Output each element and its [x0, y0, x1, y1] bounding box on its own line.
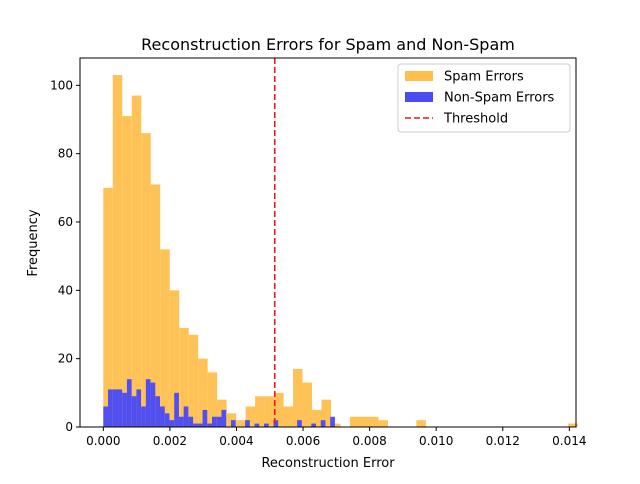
- histogram-bar: [378, 420, 388, 427]
- histogram-bar: [193, 423, 198, 427]
- histogram-bar: [216, 416, 222, 427]
- histogram-bar: [283, 406, 294, 427]
- histogram-bar: [330, 416, 335, 427]
- histogram-bar: [311, 423, 317, 427]
- y-tick-label: 20: [58, 352, 73, 366]
- y-tick-label: 0: [65, 420, 73, 434]
- histogram-bar: [108, 389, 113, 427]
- legend-non-spam-swatch: [405, 92, 433, 102]
- histogram-bar: [131, 396, 137, 427]
- histogram-bar: [141, 406, 146, 427]
- histogram-bar: [197, 423, 203, 427]
- x-tick-label: 0.006: [286, 434, 320, 448]
- histogram-bar: [349, 416, 360, 427]
- y-tick-label: 80: [58, 147, 73, 161]
- histogram-bar: [155, 396, 161, 427]
- histogram-bar: [103, 187, 113, 427]
- histogram-bar: [122, 392, 127, 427]
- histogram-bar: [198, 358, 208, 427]
- histogram-bar: [141, 133, 151, 427]
- x-tick-label: 0.010: [419, 434, 453, 448]
- chart-title: Reconstruction Errors for Spam and Non-S…: [141, 35, 515, 54]
- histogram-bar: [126, 379, 132, 427]
- histogram-bar: [169, 420, 175, 427]
- x-axis-label: Reconstruction Error: [261, 456, 395, 471]
- histogram-bar: [150, 184, 161, 427]
- x-tick-label: 0.002: [153, 434, 187, 448]
- histogram-bar: [212, 416, 217, 427]
- histogram-bar: [255, 396, 265, 427]
- histogram-bar: [321, 399, 331, 427]
- histogram-bar: [230, 420, 236, 427]
- histogram-bar: [245, 420, 250, 427]
- histogram-bar: [416, 420, 426, 427]
- histogram-bar: [273, 420, 279, 427]
- histogram-bar: [202, 409, 208, 427]
- histogram-bar: [164, 413, 170, 427]
- histogram-bar: [112, 75, 123, 427]
- histogram-bar: [160, 406, 165, 427]
- legend-non-spam-label: Non-Spam Errors: [444, 91, 555, 106]
- x-tick-label: 0.004: [219, 434, 253, 448]
- histogram-bar: [293, 368, 303, 427]
- histogram-bar: [145, 379, 151, 427]
- legend-spam-label: Spam Errors: [444, 70, 524, 85]
- axes-frame: [79, 57, 577, 428]
- histogram-bar: [568, 423, 578, 427]
- histogram-bar: [183, 406, 189, 427]
- x-tick-label: 0.000: [86, 434, 120, 448]
- legend: Spam Errors Non-Spam Errors Threshold: [397, 63, 571, 133]
- histogram-bar: [245, 406, 256, 427]
- series-non-spam: [103, 379, 335, 427]
- histogram-bar: [179, 327, 189, 427]
- histogram-bar: [169, 290, 180, 427]
- histogram-bar: [174, 392, 179, 427]
- histogram-bar: [188, 334, 199, 427]
- histogram-bar: [302, 382, 313, 427]
- y-tick-label: 40: [58, 283, 73, 297]
- histogram-bar: [207, 423, 213, 427]
- histogram-bar: [136, 389, 142, 427]
- histogram-bar: [312, 409, 322, 427]
- y-tick-label: 60: [58, 215, 73, 229]
- histogram-bar: [297, 420, 302, 427]
- histogram-bar: [160, 249, 170, 427]
- y-tick-label: 100: [50, 78, 73, 92]
- histogram-bar: [254, 423, 260, 427]
- x-tick-label: 0.008: [352, 434, 386, 448]
- y-axis-label: Frequency: [26, 209, 41, 276]
- histogram-bar: [122, 116, 132, 427]
- histogram-bar: [264, 423, 269, 427]
- histogram-bar: [264, 396, 275, 427]
- histogram-bar: [207, 372, 218, 427]
- histogram-bar: [112, 389, 118, 427]
- histogram-bar: [368, 416, 379, 427]
- histogram-bar: [359, 416, 369, 427]
- histogram-bar: [103, 406, 109, 427]
- x-tick-label: 0.014: [552, 434, 586, 448]
- histogram-bar: [221, 409, 227, 427]
- legend-box: [397, 63, 571, 133]
- histogram-bar: [117, 389, 123, 427]
- histogram-bar: [236, 420, 246, 427]
- histogram-bar: [274, 392, 284, 427]
- legend-threshold-label: Threshold: [443, 112, 508, 127]
- histogram-bar: [320, 420, 326, 427]
- plot-area: 0.000 0.002 0.004 0.006 0.008 0.010 0.012 0.014…: [50, 57, 587, 448]
- histogram-bar: [131, 95, 142, 427]
- histogram-bar: [150, 382, 156, 427]
- histogram-bar: [188, 416, 194, 427]
- histogram-bar: [330, 423, 341, 427]
- histogram-bar: [178, 416, 184, 427]
- series-spam: [103, 75, 578, 427]
- x-tick-label: 0.012: [486, 434, 520, 448]
- legend-spam-swatch: [405, 71, 433, 81]
